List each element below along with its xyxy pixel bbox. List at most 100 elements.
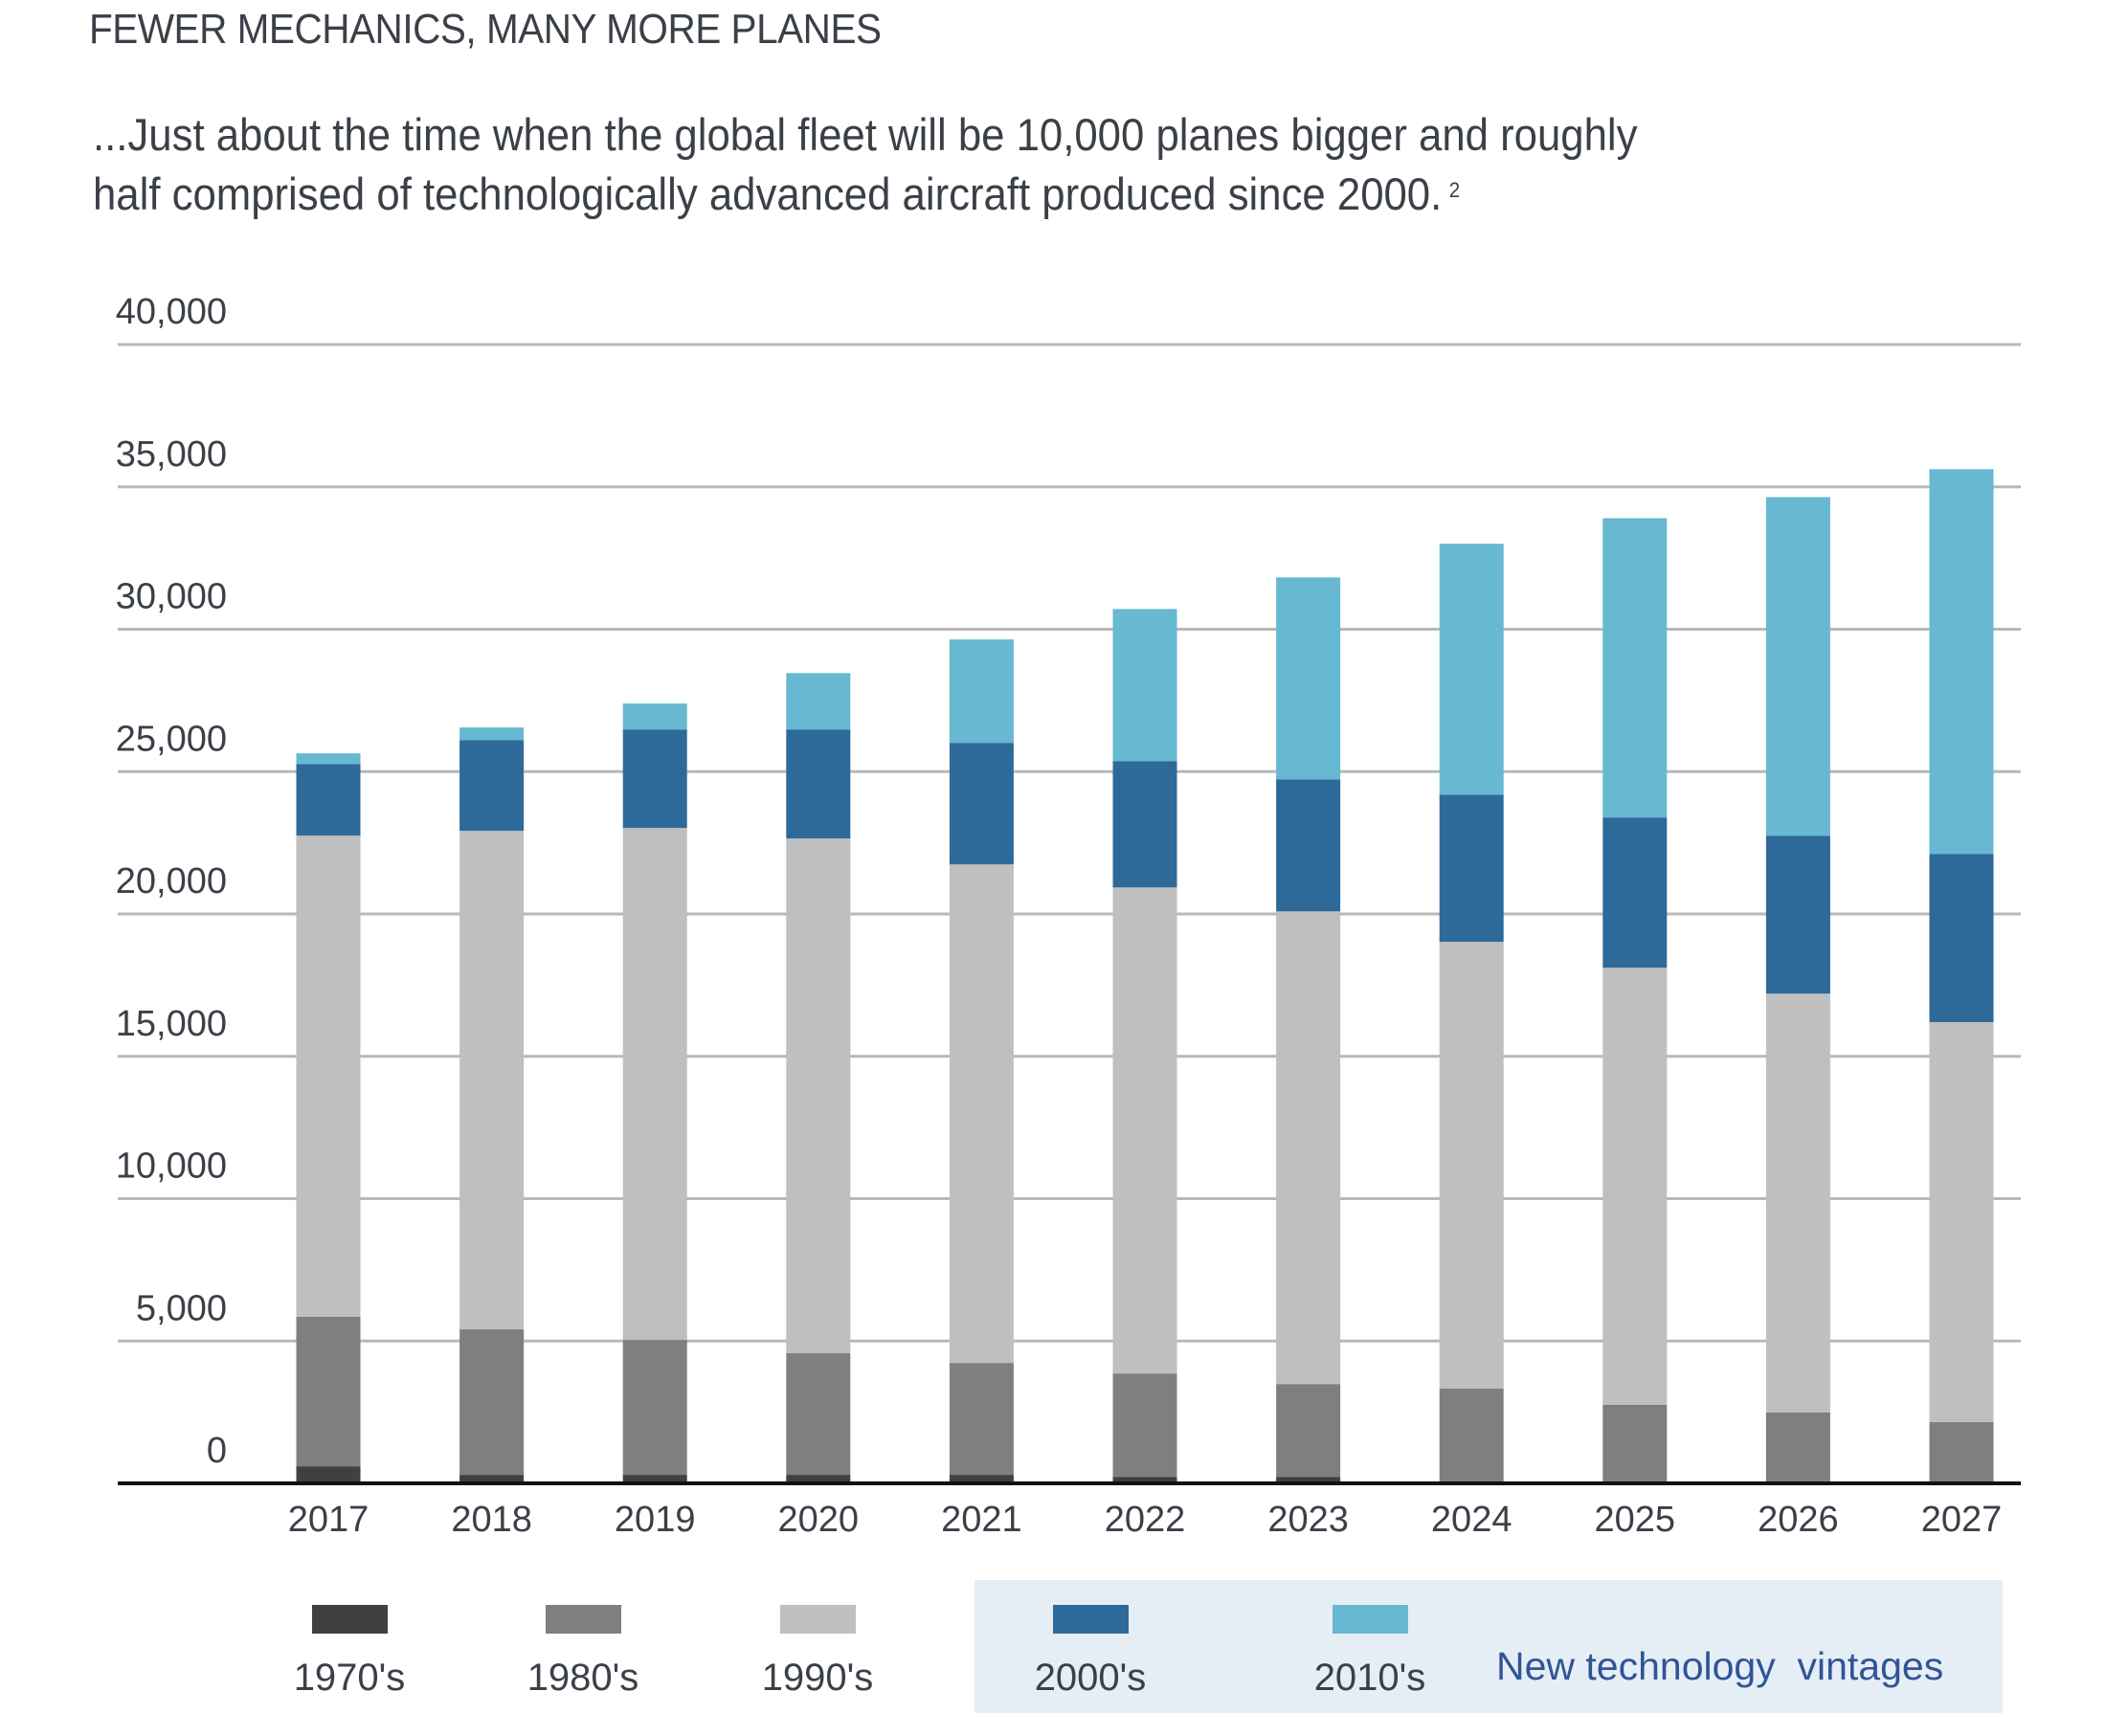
- legend-label: 1970's: [293, 1657, 406, 1699]
- legend-item: 1990's: [741, 1605, 894, 1700]
- bar-segment-1980s: [459, 1329, 525, 1476]
- bar-segment-1980s: [1765, 1412, 1830, 1483]
- bar-segment-2000s: [1112, 761, 1177, 888]
- bar-segment-1970s: [1276, 1477, 1341, 1483]
- legend-item: 2010's: [1293, 1605, 1446, 1700]
- x-tick-label: 2020: [778, 1500, 860, 1540]
- bar-segment-1980s: [1112, 1373, 1177, 1478]
- bar-stack-2024: [1439, 544, 1504, 1483]
- x-tick-label: 2019: [615, 1500, 696, 1540]
- x-tick-label: 2025: [1595, 1500, 1676, 1540]
- bar-segment-1970s: [786, 1475, 851, 1483]
- new-technology-highlight: [975, 1580, 2003, 1713]
- bar-segment-2010s: [1276, 577, 1341, 780]
- bar-segment-1990s: [1929, 1022, 1994, 1423]
- bar-stack-2017: [296, 753, 361, 1483]
- x-tick-label: 2021: [941, 1500, 1022, 1540]
- bar-segment-1990s: [1276, 911, 1341, 1385]
- bar-segment-2000s: [786, 729, 851, 839]
- legend-swatch: [1052, 1605, 1129, 1634]
- bar-segment-1990s: [786, 838, 851, 1354]
- y-tick-label: 35,000: [116, 434, 227, 475]
- x-tick-label: 2017: [288, 1500, 370, 1540]
- bar-segment-1990s: [1765, 993, 1830, 1413]
- chart-subtitle: ...Just about the time when the global f…: [93, 105, 1855, 224]
- x-tick-label: 2022: [1105, 1500, 1186, 1540]
- bar-segment-2000s: [1765, 835, 1830, 994]
- bar-segment-2000s: [1276, 779, 1341, 912]
- bar-segment-2000s: [622, 729, 687, 829]
- bars: [296, 469, 1994, 1483]
- legend-label: 2010's: [1313, 1657, 1426, 1699]
- new-technology-label: New technology vintages: [1496, 1644, 1944, 1688]
- footnote-marker: 2: [1448, 178, 1461, 202]
- bar-segment-1990s: [1602, 968, 1668, 1405]
- legend-item: 1980's: [506, 1605, 660, 1700]
- bar-segment-1980s: [949, 1363, 1014, 1476]
- bar-segment-1990s: [296, 835, 361, 1317]
- bar-stack-2021: [949, 639, 1014, 1483]
- legend-item: 2000's: [1014, 1605, 1167, 1700]
- bar-segment-1990s: [1439, 942, 1504, 1389]
- x-tick-label: 2026: [1758, 1500, 1839, 1540]
- bar-segment-1970s: [949, 1475, 1014, 1483]
- y-tick-label: 20,000: [116, 861, 227, 901]
- bar-segment-2010s: [622, 703, 687, 730]
- bar-segment-2000s: [949, 743, 1014, 865]
- x-tick-label: 2023: [1267, 1500, 1349, 1540]
- legend-item: 1970's: [273, 1605, 426, 1700]
- bar-segment-2010s: [1439, 544, 1504, 795]
- y-tick-label: 25,000: [116, 719, 227, 759]
- bar-segment-2010s: [1929, 469, 1994, 855]
- bar-segment-2010s: [1602, 518, 1668, 818]
- bar-segment-2000s: [1602, 817, 1668, 968]
- bar-segment-2010s: [296, 753, 361, 765]
- bar-segment-2010s: [949, 639, 1014, 744]
- bar-segment-1980s: [786, 1353, 851, 1476]
- bar-segment-1980s: [1929, 1422, 1994, 1483]
- bar-segment-1980s: [622, 1340, 687, 1476]
- bar-segment-1990s: [949, 864, 1014, 1364]
- bar-segment-2000s: [296, 764, 361, 836]
- y-axis-ticks: 0 5,000 10,000 15,000 20,000 25,000 30,000 35,0…: [116, 292, 227, 1471]
- bar-stack-2019: [622, 703, 687, 1483]
- bar-stack-2022: [1112, 609, 1177, 1483]
- bar-segment-2000s: [1439, 794, 1504, 943]
- legend-swatch: [779, 1605, 856, 1634]
- bar-segment-2000s: [459, 740, 525, 832]
- legend-swatch: [311, 1605, 388, 1634]
- y-tick-label: 0: [207, 1431, 227, 1471]
- bar-segment-1970s: [1112, 1477, 1177, 1483]
- x-tick-label: 2018: [451, 1500, 532, 1540]
- legend-swatch: [545, 1605, 621, 1634]
- stacked-bar-chart: 0 5,000 10,000 15,000 20,000 25,000 30,000 35,0…: [116, 292, 2021, 1540]
- y-tick-label: 15,000: [116, 1004, 227, 1044]
- bar-segment-1990s: [459, 831, 525, 1330]
- x-axis-ticks: 2017 2018 2019 2020 2021 2022 2023 2024 2025 2026…: [288, 1500, 2003, 1540]
- gridlines: [118, 343, 2021, 1343]
- y-tick-label: 5,000: [136, 1288, 227, 1328]
- bar-segment-1970s: [622, 1475, 687, 1483]
- chart-kicker-title: FEWER MECHANICS, MANY MORE PLANES: [89, 6, 882, 53]
- x-tick-label: 2024: [1431, 1500, 1512, 1540]
- bar-segment-1980s: [1276, 1384, 1341, 1478]
- y-tick-label: 30,000: [116, 577, 227, 617]
- bar-segment-1980s: [1602, 1404, 1668, 1483]
- bar-stack-2027: [1929, 469, 1994, 1483]
- x-tick-label: 2027: [1921, 1500, 2003, 1540]
- bar-stack-2025: [1602, 518, 1668, 1483]
- subtitle-line-1: ...Just about the time when the global f…: [93, 109, 1638, 160]
- subtitle-line-2: half comprised of technologically advanc…: [93, 168, 1443, 219]
- legend-label: 2000's: [1034, 1657, 1147, 1699]
- bar-segment-2010s: [1765, 497, 1830, 836]
- bar-segment-1970s: [459, 1475, 525, 1483]
- legend-label: 1980's: [526, 1657, 639, 1699]
- bar-segment-1990s: [622, 828, 687, 1341]
- bar-segment-2000s: [1929, 854, 1994, 1023]
- bar-segment-1980s: [296, 1316, 361, 1467]
- legend-swatch: [1332, 1605, 1408, 1634]
- bar-stack-2023: [1276, 577, 1341, 1483]
- bar-segment-1970s: [296, 1466, 361, 1483]
- legend-label: 1990's: [761, 1657, 874, 1699]
- y-tick-label: 10,000: [116, 1146, 227, 1187]
